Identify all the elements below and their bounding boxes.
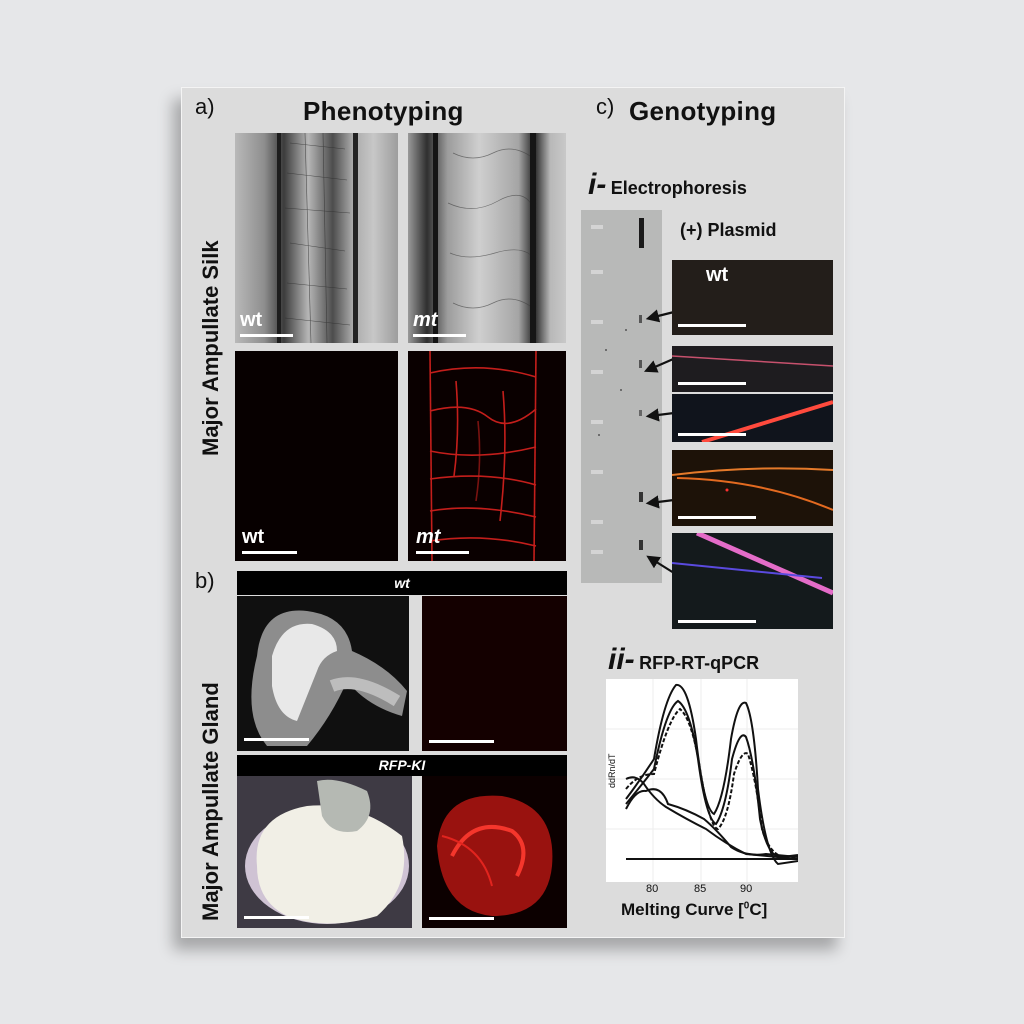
gland-wt-brightfield-image xyxy=(237,596,409,751)
panel-c-title: Genotyping xyxy=(629,96,777,126)
chart-ylabel: ddRn/dT xyxy=(607,753,617,788)
silk-wt-label: wt xyxy=(240,309,263,331)
qpcr-label: RFP-RT-qPCR xyxy=(639,653,760,673)
scale-bar xyxy=(244,738,309,741)
scale-bar xyxy=(240,334,293,337)
melting-curve-chart xyxy=(606,679,798,882)
silk-fluorescence-wt-image xyxy=(235,351,398,561)
rfp-ki-strip: RFP-KI xyxy=(237,755,567,776)
scale-bar xyxy=(242,551,297,554)
gland-rfp-ki-fluorescence-image xyxy=(422,776,567,928)
chart-xlabel-post: C] xyxy=(749,900,768,919)
wt-strip: wt xyxy=(237,571,567,595)
chart-xlabel-sup: 0 xyxy=(743,900,750,912)
panel-b-letter: b) xyxy=(195,568,215,593)
roman-numeral-i: i- xyxy=(588,168,607,201)
panel-a-title: Phenotyping xyxy=(303,96,464,126)
scale-bar xyxy=(678,382,746,385)
panel-a-letter: a) xyxy=(195,94,215,119)
silk-mt-label: mt xyxy=(413,309,438,331)
plasmid-image-2 xyxy=(672,346,833,392)
scale-bar xyxy=(678,516,756,519)
scale-bar xyxy=(244,916,309,919)
silk-brightfield-mt-image xyxy=(408,133,566,343)
silk-brightfield-wt-image xyxy=(235,133,398,343)
gland-wt-fluorescence-image xyxy=(422,596,567,751)
silk-fluor-wt-label: wt xyxy=(242,526,265,548)
xtick-85: 85 xyxy=(694,883,707,895)
electrophoresis-heading: i- Electrophoresis xyxy=(588,168,747,202)
plasmid-wt-image xyxy=(672,260,833,335)
scale-bar xyxy=(678,324,746,327)
silk-fluor-mt-label: mt xyxy=(416,526,441,548)
chart-xlabel: Melting Curve [0C] xyxy=(621,900,767,920)
figure-card: a) Phenotyping Major Ampullate Silk xyxy=(181,87,845,938)
scale-bar xyxy=(429,740,494,743)
silk-fluorescence-mt-image xyxy=(408,351,566,561)
panel-b-row-label: Major Ampullate Gland xyxy=(198,682,223,921)
plasmid-image-4 xyxy=(672,450,833,526)
panel-c-letter: c) xyxy=(596,94,615,119)
scale-bar xyxy=(413,334,466,337)
roman-numeral-ii: ii- xyxy=(608,643,635,676)
electrophoresis-label: Electrophoresis xyxy=(610,178,747,198)
gland-rfp-ki-brightfield-image xyxy=(237,776,412,928)
xtick-80: 80 xyxy=(646,883,659,895)
xtick-90: 90 xyxy=(740,883,753,895)
plasmid-image-5 xyxy=(672,533,833,629)
qpcr-heading: ii- RFP-RT-qPCR xyxy=(608,643,759,677)
chart-xlabel-pre: Melting Curve [ xyxy=(621,900,744,919)
plasmid-wt-label: wt xyxy=(706,264,729,286)
scale-bar xyxy=(678,620,756,623)
scale-bar xyxy=(678,433,746,436)
panel-a-row-label: Major Ampullate Silk xyxy=(198,240,223,456)
plasmid-label: (+) Plasmid xyxy=(680,220,777,240)
gel-image xyxy=(581,210,662,583)
scale-bar xyxy=(416,551,469,554)
scale-bar xyxy=(429,917,494,920)
